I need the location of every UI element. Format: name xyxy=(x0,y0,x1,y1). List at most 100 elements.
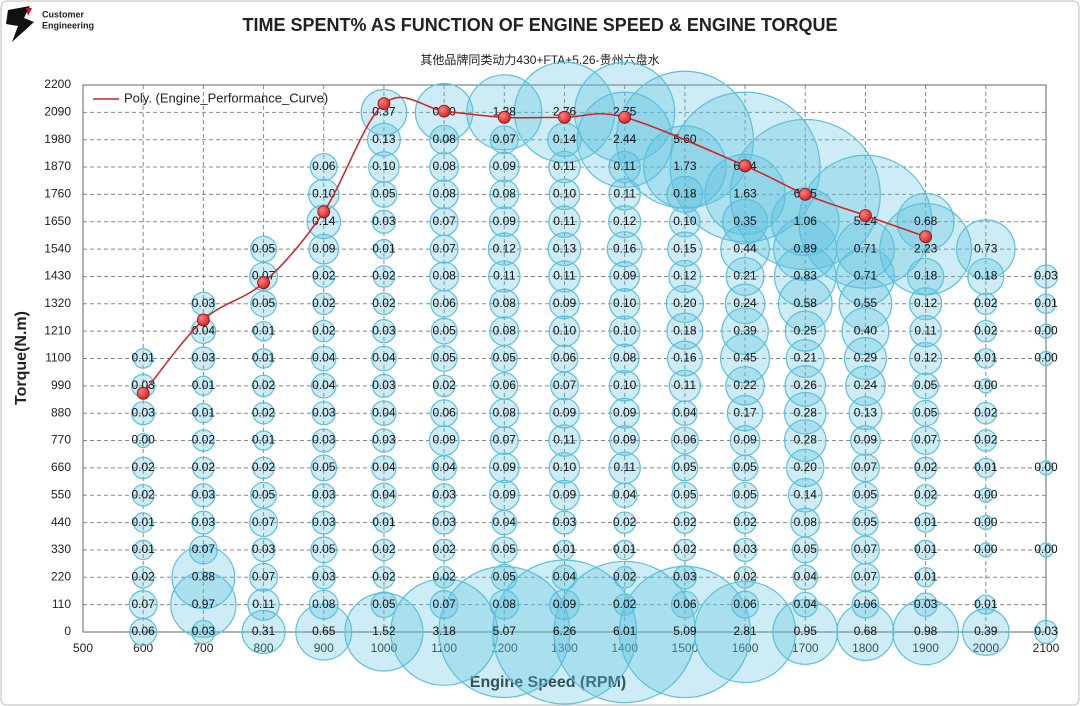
bubble xyxy=(368,151,400,183)
bubble xyxy=(668,369,702,403)
bubble-label: 0.07 xyxy=(432,597,456,611)
bubble xyxy=(370,591,398,619)
bubble xyxy=(430,399,459,428)
bubble xyxy=(792,564,819,591)
bubble-label: 0.98 xyxy=(914,624,938,638)
y-tick-label: 440 xyxy=(51,515,71,529)
bubble-label: 0.01 xyxy=(192,405,216,419)
bubble-label: 0.18 xyxy=(974,269,998,283)
trend-point xyxy=(618,110,632,124)
bubble-label: 0.03 xyxy=(132,378,156,392)
bubble xyxy=(490,563,518,591)
bubble-label: 0.88 xyxy=(192,569,216,583)
bubble xyxy=(787,477,823,513)
bubble xyxy=(295,603,353,661)
bubble xyxy=(693,580,797,684)
bubble xyxy=(432,538,456,562)
bubble-label: 0.02 xyxy=(432,569,456,583)
bubble-label: 0.14 xyxy=(553,132,577,146)
bubble-label: 0.08 xyxy=(794,515,818,529)
bubble-label: 0.11 xyxy=(613,460,636,474)
bubble-label: 0.40 xyxy=(854,323,878,337)
bubble-label: 0.21 xyxy=(733,269,757,283)
bubble-label: 0.09 xyxy=(553,597,577,611)
bubble xyxy=(773,245,837,308)
bubble xyxy=(974,401,998,425)
bubble-label: 0.02 xyxy=(312,296,336,310)
bubble xyxy=(549,397,580,429)
bubble-label: 0.01 xyxy=(252,351,276,365)
bubble xyxy=(720,333,771,384)
bubble-label: 0.07 xyxy=(192,542,216,556)
bubble xyxy=(131,566,155,589)
bubble xyxy=(915,512,936,533)
bubble xyxy=(373,512,395,533)
bubble-label: 0.03 xyxy=(312,569,336,583)
bubble xyxy=(372,538,396,562)
bubble xyxy=(487,232,521,266)
bubble xyxy=(909,287,943,321)
bubble-label: 0.89 xyxy=(794,241,818,255)
bubble xyxy=(252,401,275,425)
bubble xyxy=(490,536,518,564)
bubble-label: 0.37 xyxy=(372,105,396,119)
bubble xyxy=(371,400,397,426)
bubble xyxy=(777,276,833,332)
bubble xyxy=(432,566,456,589)
bubble xyxy=(253,348,274,369)
bubble-label: 0.02 xyxy=(613,597,637,611)
bubble xyxy=(309,153,338,182)
bubble-label: 0.09 xyxy=(493,214,517,228)
bubble xyxy=(360,88,408,136)
bubble xyxy=(432,510,457,535)
bubble-label: 0.07 xyxy=(854,569,878,583)
bubble-label: 0.07 xyxy=(252,515,276,529)
bubble xyxy=(850,453,880,483)
bubble-label: 0.12 xyxy=(914,296,938,310)
trend xyxy=(136,96,933,400)
bubble-label: 0.03 xyxy=(312,487,336,501)
bubble xyxy=(550,344,579,373)
trend-point xyxy=(497,110,511,124)
bubble xyxy=(731,481,759,509)
bubble-label: 0.13 xyxy=(553,241,577,255)
bubble xyxy=(1033,619,1059,645)
bubble-label: 0.20 xyxy=(794,460,818,474)
bubble-label: 0.03 xyxy=(312,433,336,447)
bubble-label: 6.01 xyxy=(613,624,637,638)
bubble-label: 0.08 xyxy=(493,296,517,310)
bubble xyxy=(310,454,338,482)
bubble-label: 0.16 xyxy=(613,241,637,255)
bubble-label: 0.06 xyxy=(312,159,336,173)
bubble-label: 0.09 xyxy=(493,460,517,474)
bubble-label: 0.21 xyxy=(794,351,818,365)
bubble xyxy=(783,419,827,462)
bubble xyxy=(193,375,214,397)
bubble xyxy=(608,451,641,485)
bubble-label: 0.01 xyxy=(914,515,938,529)
bubble xyxy=(308,589,339,620)
bubble-label: 0.09 xyxy=(553,487,577,501)
logo-accent xyxy=(26,8,32,16)
bubble xyxy=(489,125,519,155)
bubble-label: 0.04 xyxy=(432,460,456,474)
bubble xyxy=(850,425,881,456)
bubble-label: 0.02 xyxy=(372,542,396,556)
bubble-label: 0.11 xyxy=(553,433,576,447)
bubble xyxy=(429,207,459,237)
y-tick-label: 770 xyxy=(51,433,71,447)
y-tick-label: 990 xyxy=(51,378,71,392)
bubble xyxy=(956,219,1016,279)
y-tick-label: 330 xyxy=(51,542,71,556)
bubble xyxy=(671,481,699,509)
bubble xyxy=(549,479,580,511)
bubble xyxy=(725,366,765,406)
bubble-label: 0.04 xyxy=(794,597,818,611)
bubble-label: 0.03 xyxy=(132,405,156,419)
bubble xyxy=(311,401,336,426)
bubble xyxy=(371,428,397,453)
bubble-label: 0.05 xyxy=(673,460,697,474)
bubble-label: 0.04 xyxy=(312,378,336,392)
bubble-label: 0.18 xyxy=(914,269,938,283)
bubble-label: 0.05 xyxy=(673,487,697,501)
